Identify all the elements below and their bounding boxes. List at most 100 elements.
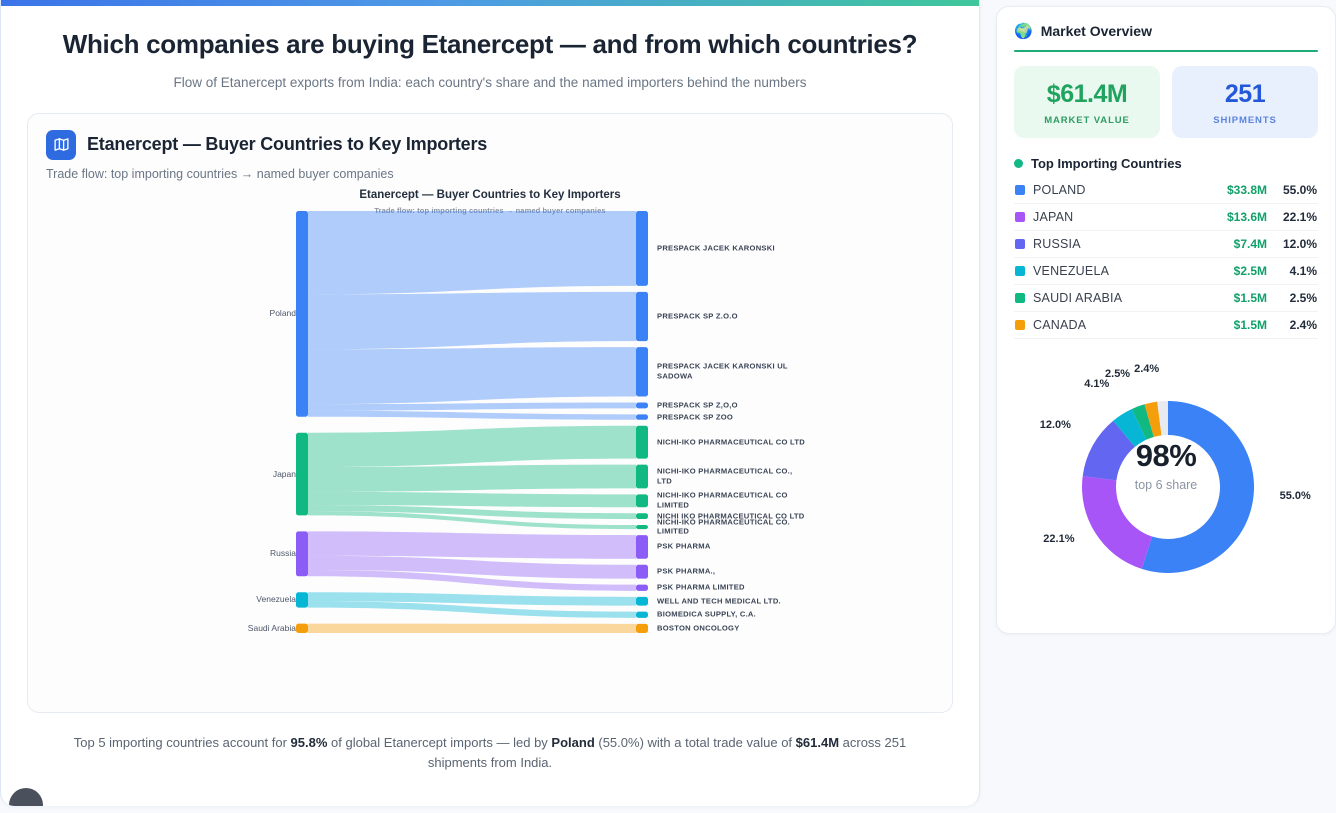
country-value: $13.6M [1226,210,1267,224]
floating-action-button[interactable] [9,788,43,806]
donut-segment[interactable] [1113,408,1147,447]
sankey-source-label: Venezuela [256,594,296,605]
footer-bold-3: $61.4M [795,734,840,750]
sankey-target-node[interactable] [636,524,648,529]
sankey-link[interactable] [308,491,636,507]
sankey-link[interactable] [308,410,636,420]
sankey-link[interactable] [308,591,636,606]
sankey-target-node[interactable] [636,464,648,488]
sankey-link[interactable] [308,530,636,559]
sankey-link[interactable] [308,291,636,349]
donut-segment[interactable] [1131,404,1154,440]
sankey-target-label: PSK PHARMA LIMITED [657,582,745,592]
page-subtitle: Flow of Etanercept exports from India: e… [173,74,807,90]
page-title: Which companies are buying Etanercept — … [62,29,918,59]
donut-center-label: 98% top 6 share [1086,438,1246,492]
country-row[interactable]: RUSSIA $7.4M 12.0% [1014,231,1318,258]
country-name: JAPAN [1033,210,1074,224]
footer-text-4: across 251 shipments from India. [427,734,907,771]
sankey-target-node[interactable] [636,584,648,591]
sankey-target-node[interactable] [636,291,648,341]
sankey-target-label: BIOMEDICA SUPPLY, C.A. [657,609,757,619]
kpi-row: $61.4M MARKET VALUE 251 SHIPMENTS [1014,66,1318,138]
sankey-target-node[interactable] [636,512,648,519]
donut-segment[interactable] [1157,401,1168,436]
chart-card-subtitle: Trade flow: top importing countries → na… [46,166,394,181]
sankey-target-node[interactable] [636,493,648,507]
country-row[interactable]: CANADA $1.5M 2.4% [1014,312,1318,339]
donut-segment[interactable] [1144,401,1162,437]
sankey-source-node[interactable] [296,591,308,608]
country-percent: 22.1% [1282,210,1317,224]
sankey-link[interactable] [308,510,636,529]
country-row[interactable]: SAUDI ARABIA $1.5M 2.5% [1014,285,1318,312]
sankey-target-node[interactable] [636,596,648,606]
donut-center-value: 98% [1135,438,1197,473]
sankey-source-node[interactable] [296,623,308,633]
sankey-subtitle: Trade flow: top importing countries → na… [374,205,606,215]
sankey-target-node[interactable] [636,210,648,286]
sankey-source-label: Japan [272,468,296,479]
sankey-target-label: PRESPACK SP Z,O,O [657,400,738,410]
sankey-target-label: NICHI-IKO PHARMACEUTICAL CO LTD [657,436,805,446]
donut-segment[interactable] [1082,476,1153,569]
sankey-target-node[interactable] [636,564,648,579]
sankey-target-label: WELL AND TECH MEDICAL LTD. [657,596,781,606]
country-color-swatch [1015,212,1025,222]
country-percent: 2.5% [1289,291,1317,305]
sankey-link[interactable] [308,401,636,411]
donut-segment[interactable] [1082,420,1135,481]
sankey-source-node[interactable] [296,432,308,515]
sankey-link[interactable] [308,210,636,294]
sankey-target-label: PSK PHARMA [657,541,711,551]
map-icon [46,129,76,160]
sankey-target-label: NICHI-IKO PHARMACEUTICAL CO LIMITED [657,490,788,510]
donut-segment-label: 55.0% [1279,490,1311,503]
donut-segment[interactable] [1141,401,1254,573]
sankey-link[interactable] [308,600,636,618]
sankey-target-node[interactable] [636,623,648,633]
country-value: $1.5M [1233,318,1267,332]
sankey-source-node[interactable] [296,530,308,576]
sankey-target-node[interactable] [636,413,648,420]
sankey-link[interactable] [308,425,636,467]
sankey-target-node[interactable] [636,346,648,396]
country-name: POLAND [1033,183,1086,197]
hero-section: Which companies are buying Etanercept — … [1,0,979,90]
sankey-target-node[interactable] [636,425,648,459]
sankey-link[interactable] [308,555,636,579]
country-row[interactable]: VENEZUELA $2.5M 4.1% [1014,258,1318,285]
kpi-market-value-label: MARKET VALUE [1044,115,1130,126]
country-percent: 2.4% [1289,318,1317,332]
sankey-target-label: BOSTON ONCOLOGY [657,623,740,633]
country-row[interactable]: JAPAN $13.6M 22.1% [1014,204,1318,231]
footer-summary: Top 5 importing countries account for 95… [45,733,935,775]
footer-text-2: of global Etanercept imports — led by [327,734,552,750]
header-divider [1014,50,1318,52]
sankey-link[interactable] [308,346,636,404]
sankey-link[interactable] [308,504,636,519]
sankey-target-node[interactable] [636,401,648,408]
sankey-svg [296,210,648,633]
chart-card: Etanercept — Buyer Countries to Key Impo… [27,112,953,713]
sankey-source-label: Poland [269,308,296,319]
sankey-target-label: PRESPACK JACEK KARONSKI [657,243,775,253]
sankey-target-node[interactable] [636,534,648,559]
country-row[interactable]: POLAND $33.8M 55.0% [1014,177,1318,204]
country-value: $1.5M [1233,291,1267,305]
country-percent: 4.1% [1289,264,1317,278]
country-name: VENEZUELA [1033,264,1110,278]
country-value: $33.8M [1226,183,1267,197]
country-name: CANADA [1033,318,1087,332]
top-countries-title: Top Importing Countries [1031,156,1182,171]
country-percent: 55.0% [1282,183,1317,197]
sankey-target-node[interactable] [636,611,648,618]
country-name: RUSSIA [1033,237,1081,251]
sankey-link[interactable] [308,464,636,492]
donut-center-caption: top 6 share [1134,478,1198,492]
sankey-target-label: NICHI IKO PHARMACEUTICAL CO LTD [657,510,805,520]
sankey-link[interactable] [308,623,636,633]
sankey-source-node[interactable] [296,210,308,417]
country-color-swatch [1015,239,1025,249]
sankey-link[interactable] [308,569,636,591]
